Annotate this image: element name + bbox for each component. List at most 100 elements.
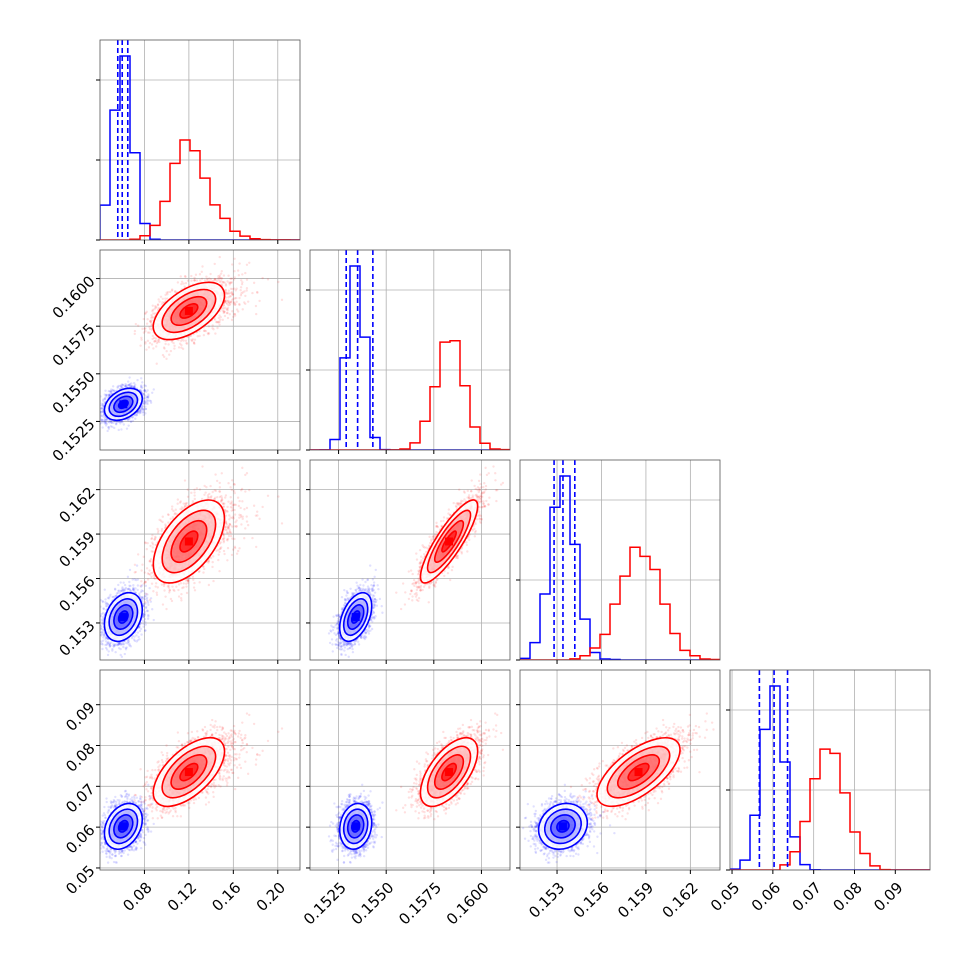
scatter-point bbox=[218, 279, 220, 281]
scatter-point bbox=[138, 412, 140, 414]
scatter-point bbox=[106, 423, 108, 425]
scatter-point bbox=[144, 394, 146, 396]
scatter-point bbox=[238, 304, 240, 306]
scatter-point bbox=[153, 340, 155, 342]
scatter-point bbox=[228, 290, 230, 292]
scatter-point bbox=[224, 315, 226, 317]
scatter-point bbox=[105, 395, 107, 397]
scatter-point bbox=[144, 389, 146, 391]
scatter-point bbox=[111, 422, 113, 424]
scatter-point bbox=[172, 342, 174, 344]
scatter-point bbox=[153, 308, 155, 310]
scatter-point bbox=[206, 279, 208, 281]
scatter-point bbox=[146, 396, 148, 398]
scatter-point bbox=[218, 317, 220, 319]
scatter-point bbox=[110, 425, 112, 427]
scatter-point bbox=[193, 279, 195, 281]
scatter-point bbox=[146, 318, 148, 320]
scatter-point bbox=[238, 274, 240, 276]
scatter-point bbox=[235, 289, 237, 291]
scatter-point bbox=[237, 269, 239, 271]
scatter-point bbox=[219, 256, 221, 258]
scatter-point bbox=[218, 277, 220, 279]
scatter-point bbox=[145, 348, 147, 350]
scatter-point bbox=[240, 279, 242, 281]
scatter-point bbox=[246, 289, 248, 291]
scatter-point bbox=[186, 342, 188, 344]
scatter-point bbox=[229, 313, 231, 315]
scatter-point bbox=[255, 305, 257, 307]
scatter-point bbox=[94, 418, 96, 420]
scatter-point bbox=[168, 353, 170, 355]
scatter-point bbox=[233, 302, 235, 304]
scatter-point bbox=[104, 390, 106, 392]
scatter-point bbox=[185, 340, 187, 342]
scatter-point bbox=[147, 399, 149, 401]
scatter-point bbox=[211, 327, 213, 329]
scatter-point bbox=[215, 321, 217, 323]
scatter-point bbox=[224, 306, 226, 308]
scatter-point bbox=[92, 420, 94, 422]
scatter-point bbox=[158, 300, 160, 302]
scatter-point bbox=[100, 414, 102, 416]
scatter-point bbox=[108, 390, 110, 392]
scatter-point bbox=[148, 346, 150, 348]
scatter-point bbox=[146, 311, 148, 313]
histogram-step-series-1 bbox=[100, 140, 300, 240]
scatter-point bbox=[134, 417, 136, 419]
scatter-point bbox=[118, 429, 120, 431]
scatter-point bbox=[227, 317, 229, 319]
scatter-point bbox=[163, 356, 165, 358]
scatter-point bbox=[205, 330, 207, 332]
scatter-point bbox=[201, 265, 203, 267]
scatter-point bbox=[227, 275, 229, 277]
scatter-point bbox=[178, 346, 180, 348]
scatter-point bbox=[220, 316, 222, 318]
scatter-point bbox=[101, 419, 103, 421]
scatter-point bbox=[96, 407, 98, 409]
scatter-point bbox=[144, 402, 146, 404]
scatter-point bbox=[97, 410, 99, 412]
scatter-point bbox=[184, 276, 186, 278]
scatter-point bbox=[147, 340, 149, 342]
scatter-point bbox=[241, 281, 243, 283]
scatter-point bbox=[167, 343, 169, 345]
scatter-point bbox=[199, 273, 201, 275]
scatter-point bbox=[171, 288, 173, 290]
scatter-point bbox=[151, 392, 153, 394]
scatter-point bbox=[166, 297, 168, 299]
scatter-point bbox=[190, 280, 192, 282]
scatter-point bbox=[156, 363, 158, 365]
scatter-point bbox=[120, 428, 122, 430]
scatter-point bbox=[173, 347, 175, 349]
scatter-point bbox=[149, 342, 151, 344]
scatter-point bbox=[194, 339, 196, 341]
scatter-point bbox=[231, 310, 233, 312]
scatter-point bbox=[155, 337, 157, 339]
scatter-point bbox=[233, 270, 235, 272]
scatter-point bbox=[233, 278, 235, 280]
scatter-point bbox=[190, 339, 192, 341]
scatter-point bbox=[139, 344, 141, 346]
scatter-point bbox=[226, 312, 228, 314]
scatter-point bbox=[140, 338, 142, 340]
scatter-point bbox=[127, 380, 129, 382]
scatter-point bbox=[141, 405, 143, 407]
scatter-point bbox=[216, 327, 218, 329]
scatter-point bbox=[122, 384, 124, 386]
scatter-point bbox=[228, 304, 230, 306]
scatter-point bbox=[258, 300, 260, 302]
scatter-point bbox=[127, 424, 129, 426]
scatter-point bbox=[204, 279, 206, 281]
scatter-point bbox=[152, 335, 154, 337]
scatter-point bbox=[238, 262, 240, 264]
scatter-point bbox=[130, 382, 132, 384]
scatter-point bbox=[157, 298, 159, 300]
scatter-point bbox=[163, 346, 165, 348]
scatter-point bbox=[100, 411, 102, 413]
scatter-point bbox=[144, 330, 146, 332]
scatter-point bbox=[218, 321, 220, 323]
scatter-point bbox=[231, 277, 233, 279]
